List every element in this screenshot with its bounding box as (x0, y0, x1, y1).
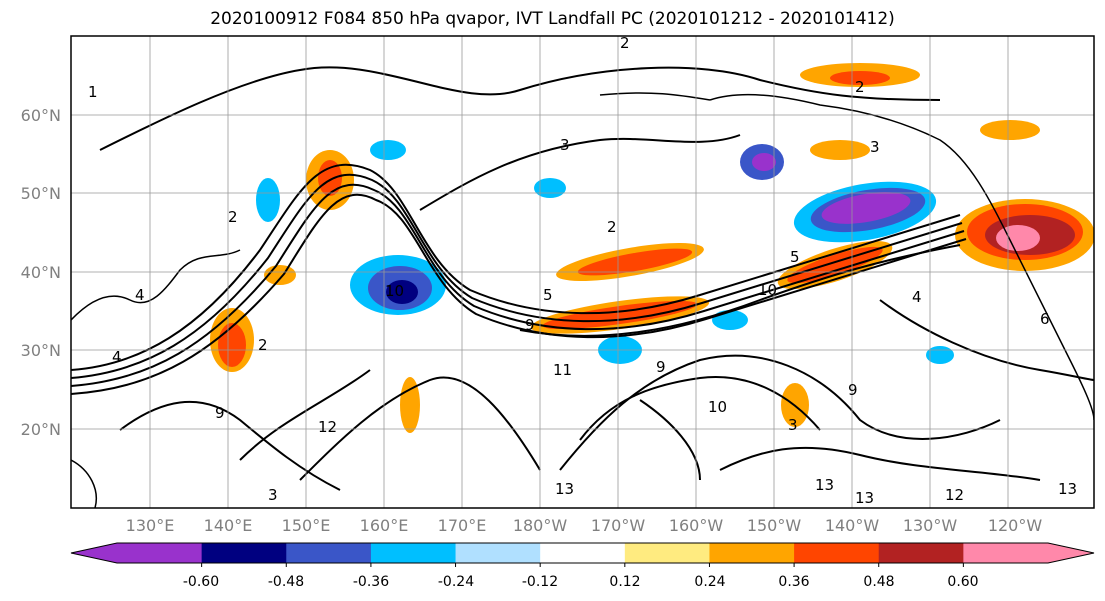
x-tick-label: 150°E (282, 516, 331, 535)
contour-label: 12 (318, 418, 337, 436)
contour-label: 3 (788, 416, 798, 434)
colorbar-segment (370, 543, 457, 563)
contour-label: 5 (790, 248, 800, 266)
colorbar-segment (709, 543, 795, 563)
colorbar-tick-label: 0.24 (694, 574, 725, 590)
coastlines (71, 92, 1094, 508)
contour-label: 5 (543, 286, 553, 304)
contour-label: 9 (848, 381, 858, 399)
x-tick-label: 130°W (903, 516, 958, 535)
x-tick-labels: 130°E 140°E 150°E 160°E 170°E 180°W 170°… (126, 516, 1043, 535)
contour-label: 3 (870, 138, 880, 156)
y-tick-label: 50°N (21, 184, 61, 203)
contour-label: 11 (553, 361, 572, 379)
contour-label: 6 (1040, 310, 1050, 328)
x-tick-label: 170°W (591, 516, 646, 535)
colorbar-tick-label: 0.12 (609, 574, 640, 590)
y-tick-label: 40°N (21, 263, 61, 282)
colorbar-tick-label: -0.48 (268, 574, 304, 590)
x-tick-label: 160°W (669, 516, 724, 535)
contour-label: 3 (560, 136, 570, 154)
contour-label: 2 (258, 336, 268, 354)
contour-label: 4 (135, 286, 145, 304)
x-tick-label: 160°E (360, 516, 409, 535)
contour-label: 13 (855, 489, 874, 507)
colorbar-tick-label: -0.60 (183, 574, 219, 590)
map-plot-area: 1 2 3 2 3 2 10 5 9 11 12 13 13 13 13 2 4… (71, 34, 1094, 508)
contour-label: 2 (855, 78, 865, 96)
contour-label: 13 (1058, 480, 1077, 498)
contour-label: 3 (268, 486, 278, 504)
colorbar-segment (117, 543, 203, 563)
map-title: 2020100912 F084 850 hPa qvapor, IVT Land… (210, 9, 895, 29)
colorbar-extend-max (1048, 543, 1094, 563)
contour-label: 9 (525, 316, 535, 334)
colorbar-tick-label: -0.36 (353, 574, 389, 590)
x-tick-label: 150°W (747, 516, 802, 535)
contour-label: 4 (912, 288, 922, 306)
contour-label: 4 (112, 348, 122, 366)
contour-label: 10 (758, 281, 777, 299)
map-frame (70, 35, 1095, 509)
colorbar-tick-label: 0.48 (863, 574, 894, 590)
colorbar-segment (286, 543, 372, 563)
colorbar-tick-label: -0.12 (522, 574, 558, 590)
colorbar-segment (201, 543, 287, 563)
colorbar-segment (794, 543, 880, 563)
contour-label: 9 (215, 404, 225, 422)
contour-labels: 1 2 3 2 3 2 10 5 9 11 12 13 13 13 13 2 4… (88, 34, 1077, 507)
contour-label: 9 (656, 358, 666, 376)
gridlines (71, 36, 1094, 508)
y-tick-label: 60°N (21, 106, 61, 125)
colorbar-tick-label: 0.60 (947, 574, 978, 590)
contour-label: 2 (620, 34, 630, 52)
colorbar-tick-label: 0.36 (778, 574, 809, 590)
contour-label: 13 (555, 480, 574, 498)
contour-label: 10 (708, 398, 727, 416)
x-tick-label: 140°E (204, 516, 253, 535)
contour-label: 2 (228, 208, 238, 226)
colorbar-segment (624, 543, 710, 563)
x-tick-label: 130°E (126, 516, 175, 535)
contour-label: 2 (607, 218, 617, 236)
ivt-contours (71, 66, 1094, 491)
x-tick-label: 140°W (825, 516, 880, 535)
y-tick-label: 20°N (21, 420, 61, 439)
x-tick-label: 170°E (438, 516, 487, 535)
y-tick-label: 30°N (21, 341, 61, 360)
colorbar-segment (878, 543, 964, 563)
contour-label: 1 (88, 83, 98, 101)
colorbar-outline (70, 542, 1095, 564)
contour-label: 13 (815, 476, 834, 494)
colorbar-extend-min (71, 543, 117, 563)
colorbar-segment (540, 543, 626, 563)
contour-label: 10 (385, 282, 404, 300)
colorbar-segment (963, 543, 1049, 563)
colorbar-segment (455, 543, 541, 563)
x-tick-label: 120°W (988, 516, 1043, 535)
colorbar (70, 542, 1095, 567)
shaded-field (210, 63, 1094, 433)
colorbar-tick-label: -0.24 (438, 574, 474, 590)
colorbar-tick-labels: -0.60 -0.48 -0.36 -0.24 -0.12 0.12 0.24 … (183, 574, 979, 590)
x-tick-label: 180°W (513, 516, 568, 535)
y-tick-labels: 20°N 30°N 40°N 50°N 60°N (21, 106, 61, 439)
contour-label: 12 (945, 486, 964, 504)
